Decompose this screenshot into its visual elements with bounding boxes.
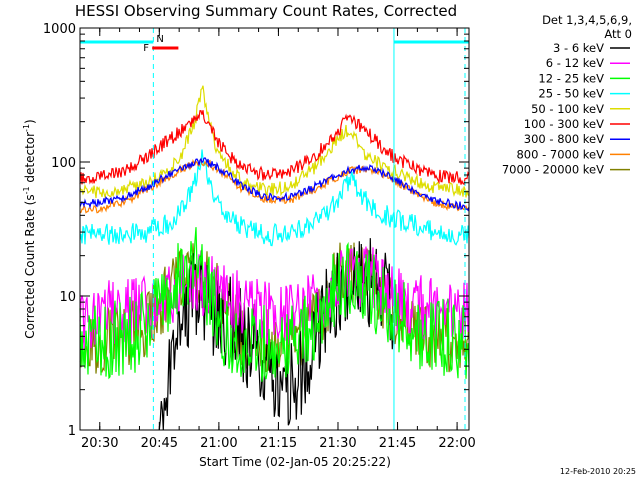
legend-label: 12 - 25 keV <box>538 71 604 85</box>
y-axis-label-end: ) <box>23 119 37 124</box>
y-axis-label-main: Corrected Count Rate (s <box>23 194 37 338</box>
legend-label: 25 - 50 keV <box>538 87 604 101</box>
x-tick-label: 21:45 <box>379 436 416 451</box>
series-line-6 <box>79 157 470 212</box>
series-line-0 <box>158 238 394 431</box>
y-tick-label: 1000 <box>43 22 76 37</box>
y-tick-label: 100 <box>51 156 76 171</box>
y-tick-label: 1 <box>68 424 76 439</box>
series-line-5 <box>79 110 470 186</box>
legend-label: 100 - 300 keV <box>524 117 604 131</box>
legend-label: 800 - 7000 keV <box>516 147 604 161</box>
plot-frame <box>79 27 470 431</box>
flag-f: F <box>143 43 149 54</box>
y-axis-label-sup2: -1 <box>22 124 31 132</box>
legend-label: 7000 - 20000 keV <box>502 163 604 177</box>
legend-label: 3 - 6 keV <box>553 41 604 55</box>
legend-label: 300 - 800 keV <box>524 132 604 146</box>
legend-label: 6 - 12 keV <box>546 56 604 70</box>
footer-date: 12-Feb-2010 20:25 <box>560 467 636 476</box>
x-tick-label: 21:15 <box>260 436 297 451</box>
y-axis-label-sup1: -1 <box>22 186 31 194</box>
y-axis-label-mid: detector <box>23 132 37 187</box>
x-tick-label: 20:30 <box>81 436 118 451</box>
flag-n: N <box>156 34 163 45</box>
series-line-8 <box>79 242 470 374</box>
y-tick-label: 10 <box>59 290 76 305</box>
x-axis-label: Start Time (02-Jan-05 20:25:22) <box>199 455 391 469</box>
series-line-2 <box>79 227 470 382</box>
legend-header-2: Att 0 <box>604 27 632 41</box>
y-axis-label: Corrected Count Rate (s-1 detector-1) <box>22 119 37 338</box>
x-tick-label: 21:00 <box>200 436 237 451</box>
x-tick-label: 22:00 <box>438 436 475 451</box>
chart-title: HESSI Observing Summary Count Rates, Cor… <box>75 2 457 20</box>
legend-header-1: Det 1,3,4,5,6,9, <box>542 13 632 27</box>
series-line-7 <box>79 157 470 214</box>
legend-label: 50 - 100 keV <box>531 102 604 116</box>
series-line-4 <box>79 85 470 200</box>
x-tick-label: 21:30 <box>319 436 356 451</box>
x-tick-label: 20:45 <box>141 436 178 451</box>
series-line-3 <box>79 149 470 247</box>
